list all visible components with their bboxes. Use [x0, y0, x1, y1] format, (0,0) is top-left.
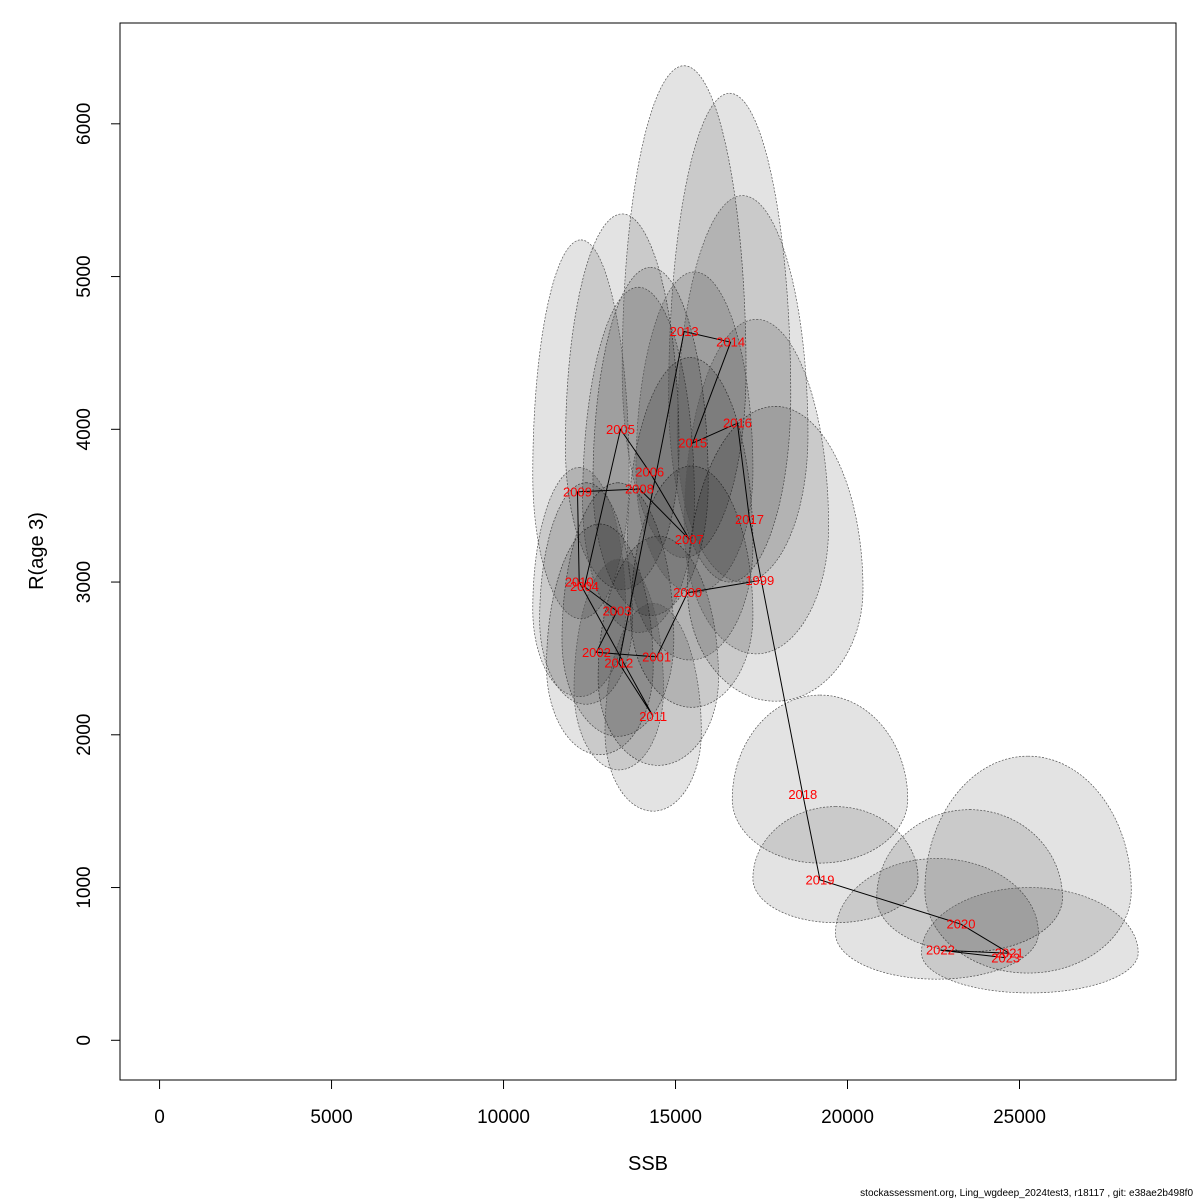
confidence-region-2012	[573, 558, 664, 771]
point-label-2012: 2012	[604, 656, 633, 671]
confidence-region-2019	[752, 806, 919, 924]
x-tick-label: 25000	[993, 1107, 1046, 1128]
point-label-2013: 2013	[670, 324, 699, 339]
confidence-region-2022	[835, 858, 1039, 980]
point-label-2005: 2005	[606, 422, 635, 437]
trajectory-line	[576, 330, 1010, 959]
y-tick-label: 2000	[74, 714, 95, 756]
point-label-2007: 2007	[675, 532, 704, 547]
confidence-region-2011	[604, 603, 702, 812]
x-axis-label: SSB	[628, 1153, 668, 1175]
y-tick-label: 1000	[74, 866, 95, 908]
point-label-2004: 2004	[570, 579, 599, 594]
point-label-2009: 2009	[563, 484, 592, 499]
point-label-2017: 2017	[735, 512, 764, 527]
trajectory-path	[576, 330, 1010, 959]
point-label-2019: 2019	[806, 872, 835, 887]
point-label-2016: 2016	[723, 416, 752, 431]
confidence-region-2013	[621, 65, 747, 558]
x-tick-label: 10000	[477, 1107, 530, 1128]
y-axis-label: R(age 3)	[26, 512, 48, 590]
point-label-2000: 2000	[673, 585, 702, 600]
point-label-2001: 2001	[642, 649, 671, 664]
year-labels: 1999 2000 2001 2002 2003 2004 2005 2006 2007 2008…	[563, 324, 1024, 965]
confidence-regions	[532, 65, 1139, 994]
confidence-region-2014	[668, 92, 792, 583]
point-label-2006: 2006	[635, 465, 664, 480]
x-axis: 0 5000 10000 15000 20000 25000	[154, 1079, 1046, 1128]
footer-note: stockassessment.org, Ling_wgdeep_2024tes…	[860, 1188, 1193, 1199]
confidence-region-2015	[635, 271, 754, 594]
point-label-2015: 2015	[678, 436, 707, 451]
point-label-2003: 2003	[603, 604, 632, 619]
x-tick-label: 0	[154, 1107, 165, 1128]
x-tick-label: 5000	[310, 1107, 352, 1128]
confidence-region-1999	[687, 406, 864, 702]
y-axis: 0 1000 2000 3000 4000 5000 6000	[74, 103, 121, 1046]
point-label-2020: 2020	[947, 917, 976, 932]
x-tick-label: 15000	[649, 1107, 702, 1128]
point-label-2010: 2010	[565, 575, 594, 590]
confidence-region-2023	[921, 887, 1139, 994]
point-label-2014: 2014	[716, 335, 745, 350]
point-label-2022: 2022	[926, 943, 955, 958]
y-tick-label: 0	[74, 1035, 95, 1046]
confidence-region-2003	[561, 482, 675, 737]
point-label-2021: 2021	[995, 946, 1024, 961]
confidence-region-2007	[627, 357, 754, 661]
confidence-region-2021	[924, 755, 1132, 974]
confidence-region-2005	[565, 213, 680, 591]
confidence-region-2016	[676, 195, 809, 583]
confidence-region-2018	[731, 694, 909, 864]
x-tick-label: 20000	[821, 1107, 874, 1128]
point-label-2008: 2008	[625, 481, 654, 496]
y-tick-label: 5000	[74, 255, 95, 297]
y-tick-label: 6000	[74, 103, 95, 145]
point-label-2018: 2018	[788, 787, 817, 802]
point-label-1999: 1999	[745, 573, 774, 588]
point-label-2023: 2023	[991, 950, 1020, 965]
point-label-2011: 2011	[639, 709, 667, 724]
confidence-region-2017	[683, 318, 829, 655]
point-label-2002: 2002	[582, 645, 611, 660]
y-tick-label: 4000	[74, 408, 95, 450]
confidence-region-2008	[582, 286, 695, 633]
confidence-region-2001	[597, 535, 719, 766]
y-tick-label: 3000	[74, 561, 95, 603]
